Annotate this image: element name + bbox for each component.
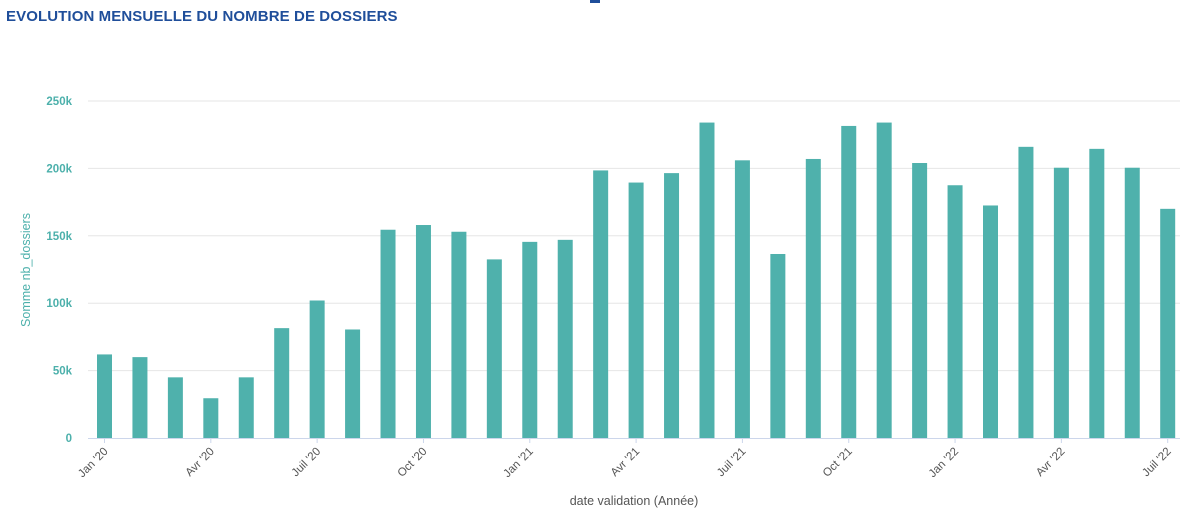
bar [876, 122, 892, 439]
x-tick-label: Jan '22 [927, 446, 961, 480]
bar [841, 125, 857, 439]
y-tick-label: 250k [46, 96, 72, 108]
bar [132, 357, 148, 438]
bar [274, 328, 290, 438]
chart-title: EVOLUTION MENSUELLE DU NOMBRE DE DOSSIER… [6, 8, 398, 25]
bar [167, 377, 183, 438]
bar [415, 225, 431, 438]
bar [983, 205, 998, 438]
x-tick-label: Avr '20 [184, 446, 217, 479]
bar [947, 185, 963, 438]
bar [1160, 208, 1176, 438]
y-tick-label: 50k [53, 366, 73, 378]
bar [1124, 167, 1140, 438]
x-axis-label: date validation (Année) [570, 494, 699, 508]
x-tick-label: Juil '20 [290, 446, 324, 480]
x-tick-label: Jan '21 [501, 446, 535, 480]
bar [380, 229, 396, 438]
y-tick-label: 100k [46, 298, 72, 310]
bar [664, 173, 680, 439]
bar [734, 160, 750, 438]
bar [628, 182, 644, 438]
bar [97, 354, 112, 438]
bar [451, 231, 467, 438]
x-tick-label: Avr '22 [1034, 446, 1067, 479]
bar [699, 122, 715, 439]
bar [557, 239, 573, 438]
bar [912, 163, 928, 438]
bar-layer [97, 122, 1176, 439]
x-tick-label: Juil '21 [715, 446, 749, 480]
bar [593, 170, 609, 438]
bar [770, 253, 786, 438]
bar [1018, 146, 1034, 438]
bar [1089, 148, 1105, 438]
x-tick-label: Oct '21 [821, 446, 855, 480]
x-tick-label: Juil '22 [1140, 446, 1174, 480]
bar [1053, 167, 1069, 438]
y-tick-label: 0 [66, 433, 72, 445]
x-tick-label: Avr '21 [609, 446, 642, 479]
bar [522, 241, 538, 438]
bar [805, 158, 821, 439]
bar [486, 259, 502, 438]
bar [345, 329, 361, 438]
y-axis-label: Somme nb_dossiers [19, 213, 33, 327]
y-tick-label: 150k [46, 231, 72, 243]
y-tick-label: 200k [46, 163, 72, 175]
bar [238, 377, 254, 438]
bar [203, 398, 219, 438]
bar [309, 300, 325, 438]
top-indicator [590, 0, 600, 3]
x-tick-label: Oct '20 [396, 446, 430, 480]
x-tick-label: Jan '20 [76, 446, 110, 480]
